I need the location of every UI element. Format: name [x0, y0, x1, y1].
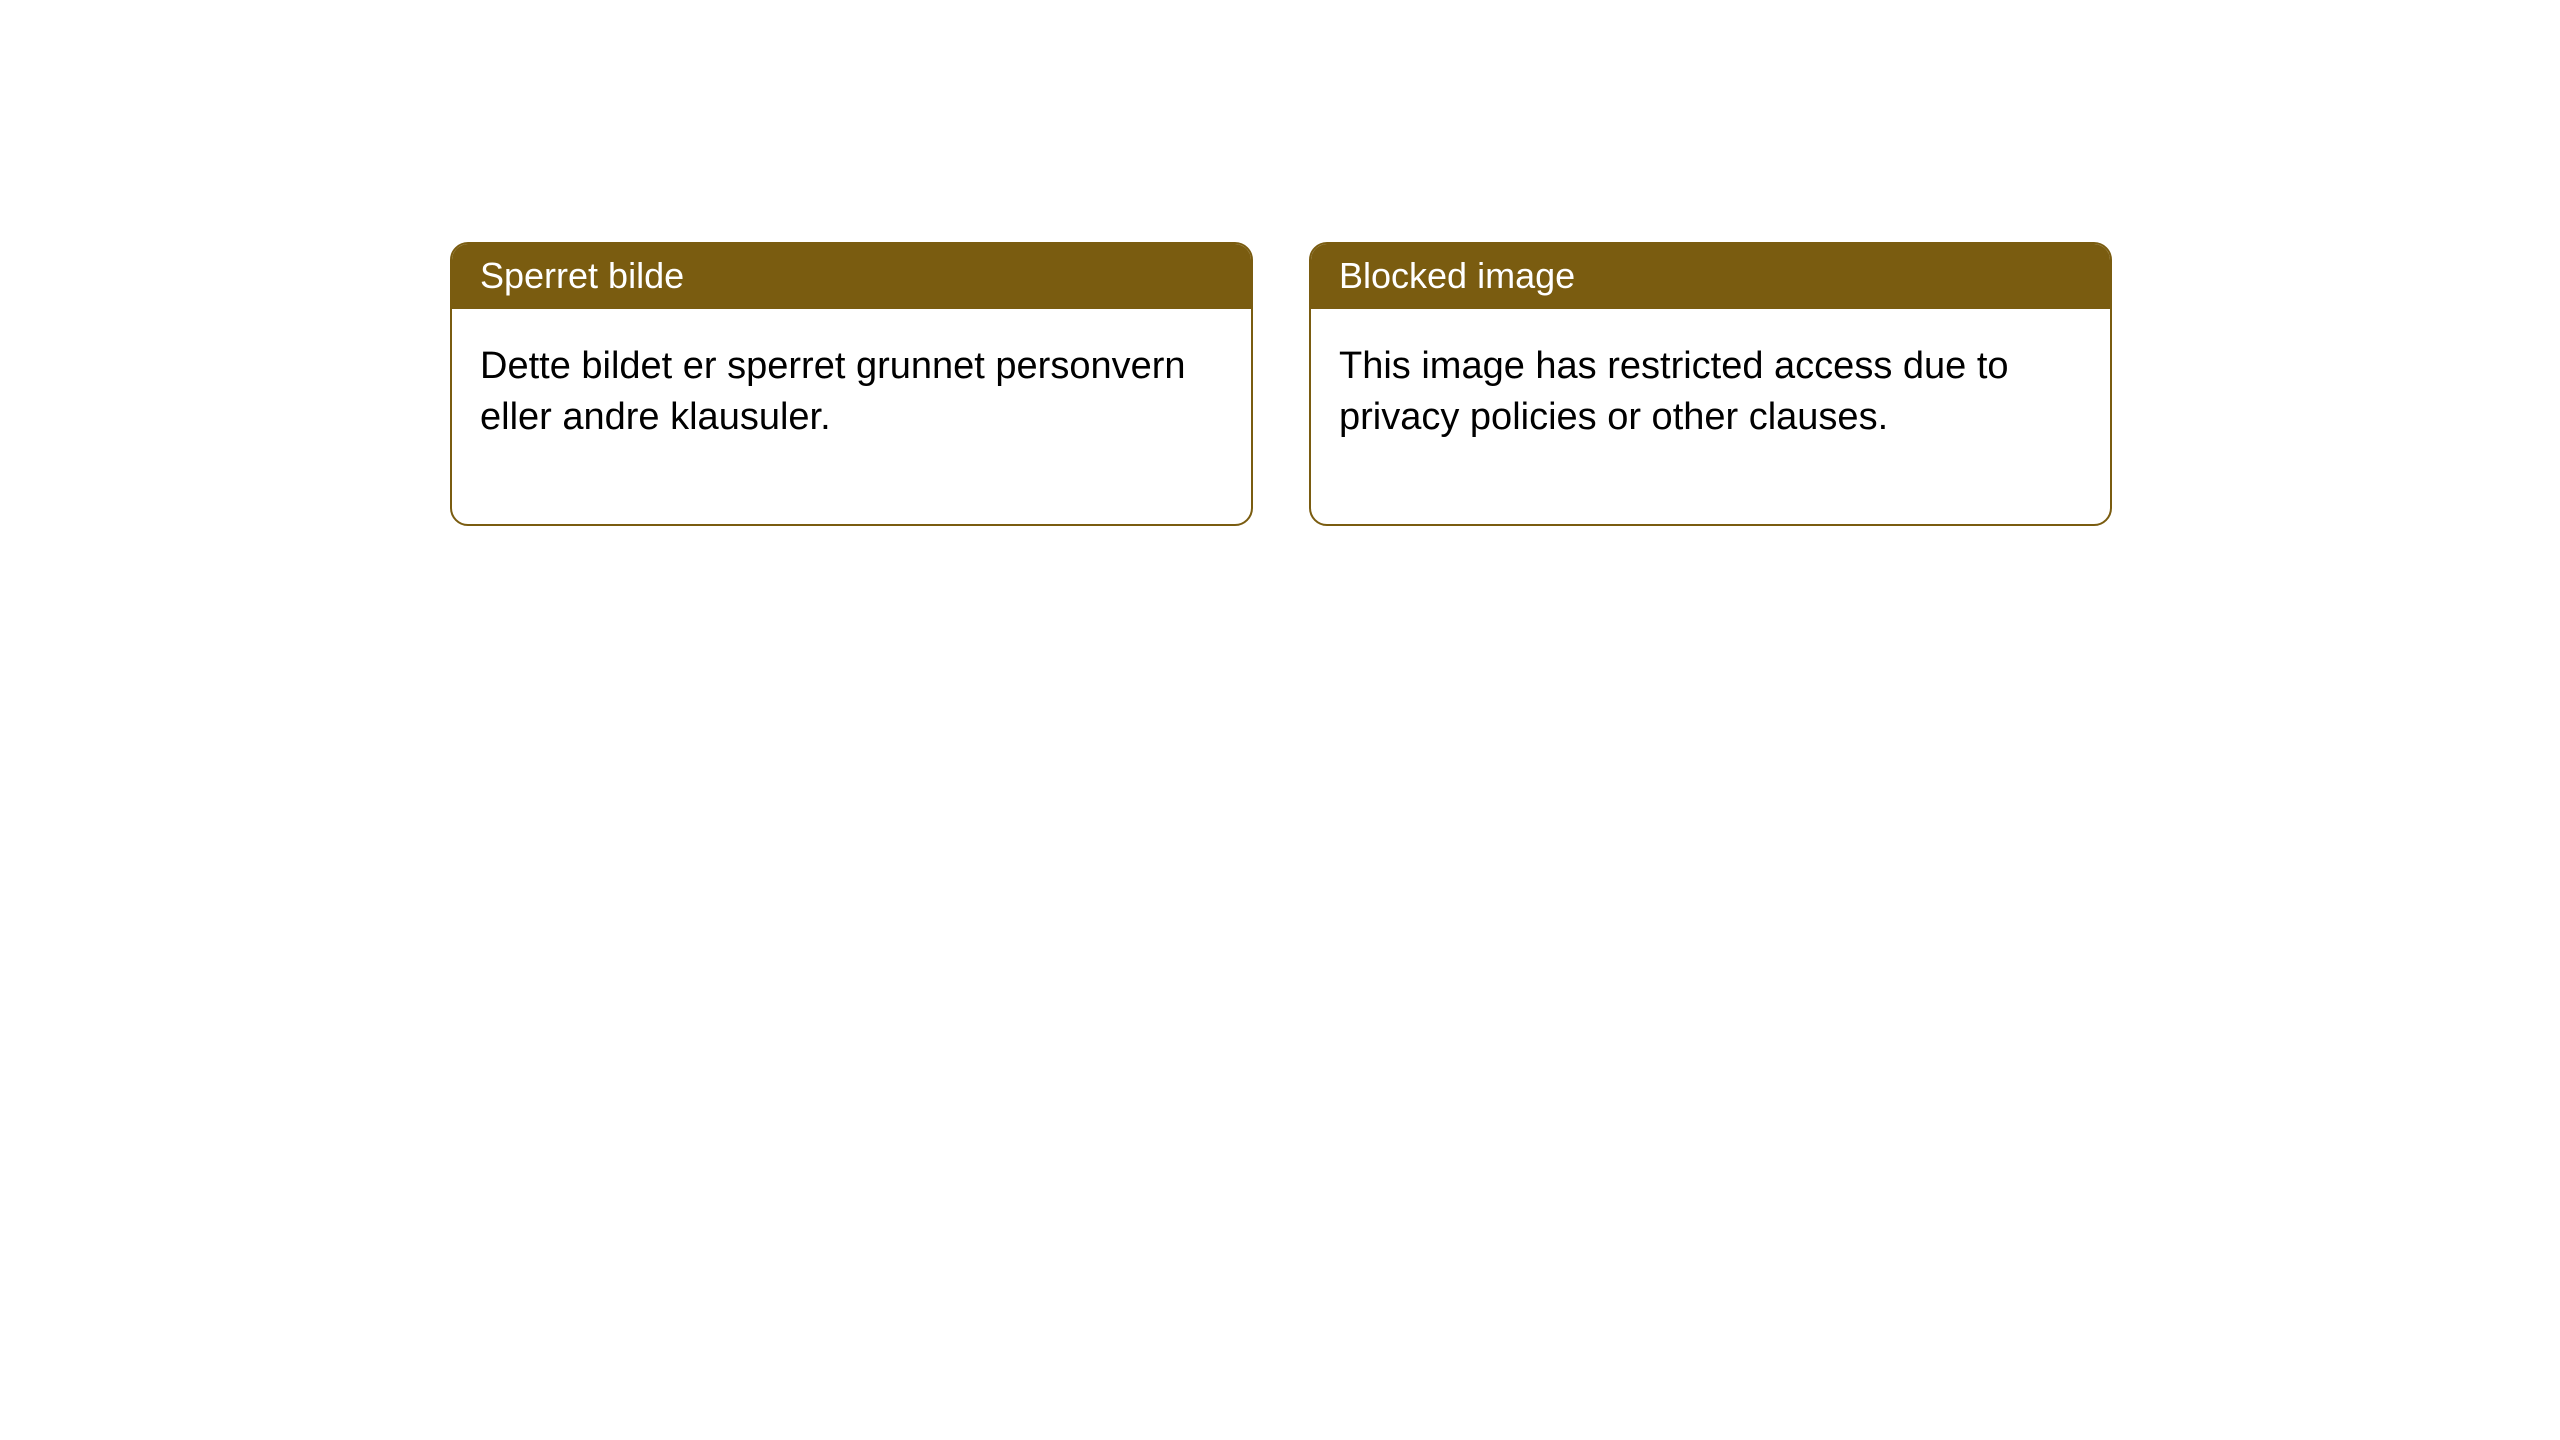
- notice-header-en: Blocked image: [1311, 244, 2110, 309]
- notice-card-no: Sperret bilde Dette bildet er sperret gr…: [450, 242, 1253, 526]
- notice-body-en: This image has restricted access due to …: [1311, 309, 2110, 524]
- notice-card-en: Blocked image This image has restricted …: [1309, 242, 2112, 526]
- notice-header-no: Sperret bilde: [452, 244, 1251, 309]
- notice-body-no: Dette bildet er sperret grunnet personve…: [452, 309, 1251, 524]
- notice-container: Sperret bilde Dette bildet er sperret gr…: [0, 0, 2560, 526]
